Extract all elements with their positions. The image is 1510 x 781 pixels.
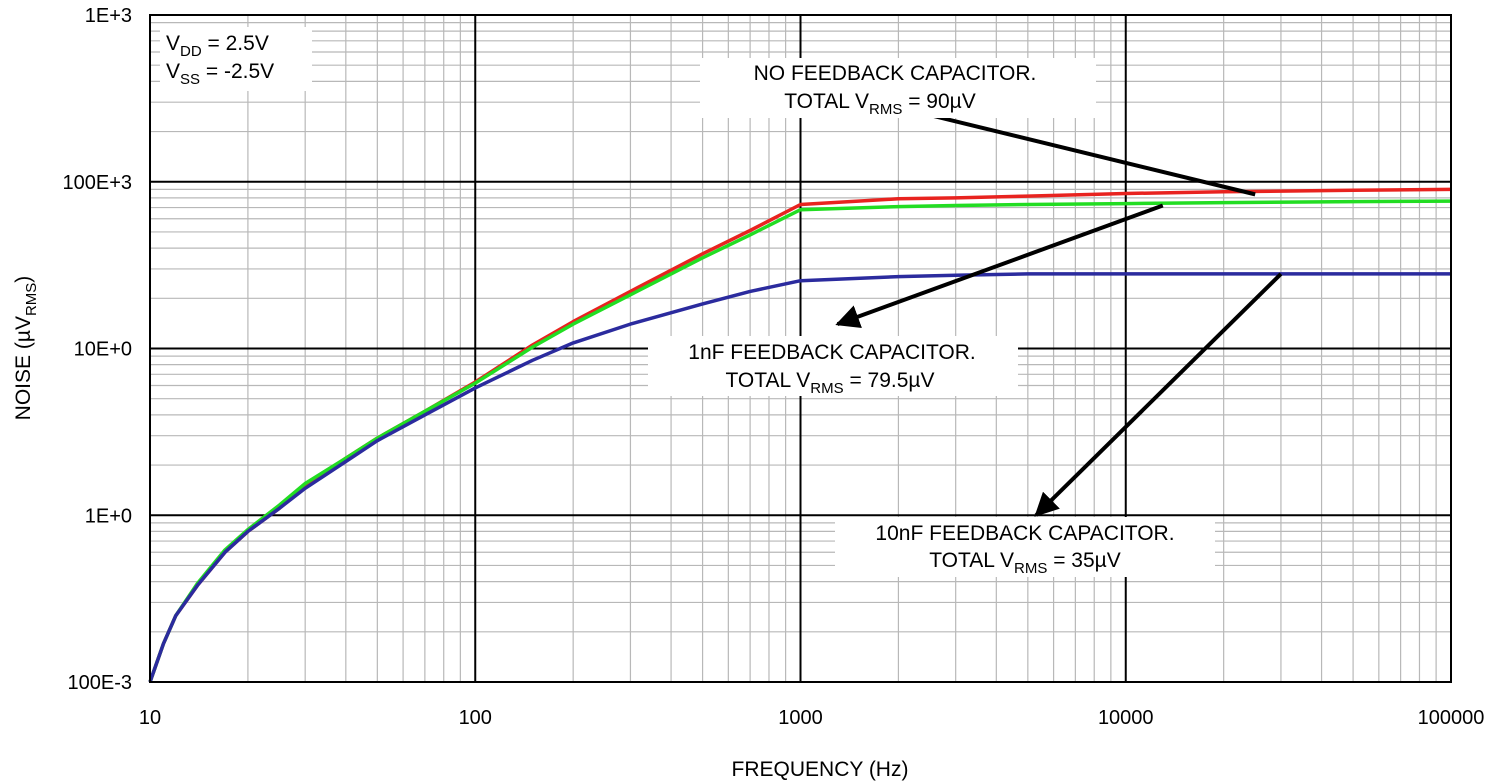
- series-layer: [148, 187, 1452, 683]
- annotation-arrows: [835, 90, 1283, 517]
- plot-frame: [149, 14, 1452, 683]
- y-axis-title: NOISE (µVRMS): [12, 276, 40, 421]
- annotation-2-line2: TOTAL VRMS = 79.5µV: [725, 369, 934, 397]
- x-tick-label: 100: [459, 707, 492, 729]
- annotation-1-line2: TOTAL VRMS = 90µV: [784, 90, 976, 118]
- conditions-background: [160, 27, 312, 91]
- x-tick-label: 10: [139, 707, 161, 729]
- annotation-arrow-3: [1034, 272, 1283, 517]
- x-tick-label: 1000: [778, 707, 823, 729]
- y-tick-label: 10E+0: [74, 339, 132, 361]
- y-tick-label: 1E+0: [85, 505, 132, 527]
- annotation-arrow-2: [835, 203, 1164, 329]
- vss-label: VSS = -2.5V: [166, 60, 274, 88]
- y-tick-labels: 100E-3 1E+0 10E+0 100E+3 1E+3: [62, 5, 132, 694]
- annotation-1-line1: NO FEEDBACK CAPACITOR.: [754, 62, 1037, 85]
- y-tick-label: 100E-3: [68, 672, 133, 694]
- series-line-3: [148, 272, 1451, 683]
- vdd-label: VDD = 2.5V: [166, 32, 269, 60]
- annotation-3-line2: TOTAL VRMS = 35µV: [929, 549, 1121, 577]
- x-tick-label: 10000: [1098, 707, 1154, 729]
- annotation-3-line1: 10nF FEEDBACK CAPACITOR.: [875, 522, 1174, 545]
- annotation-3-background: [835, 517, 1215, 577]
- x-axis-title: FREQUENCY (Hz): [732, 758, 909, 781]
- y-tick-label: 100E+3: [62, 172, 132, 194]
- x-tick-label: 100000: [1418, 707, 1485, 729]
- y-tick-label: 1E+3: [85, 5, 132, 27]
- annotation-2-background: [648, 336, 1018, 396]
- annotation-1-background: [700, 58, 1096, 118]
- annotation-2-line1: 1nF FEEDBACK CAPACITOR.: [688, 341, 975, 364]
- x-tick-labels: 10 100 1000 10000 100000: [139, 707, 1485, 729]
